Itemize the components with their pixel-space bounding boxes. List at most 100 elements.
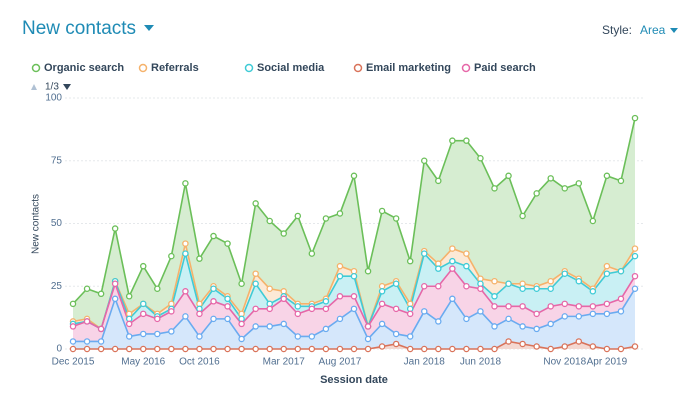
chart-title[interactable]: New contacts bbox=[22, 18, 136, 39]
data-point bbox=[491, 303, 498, 310]
data-point bbox=[139, 262, 147, 270]
data-point bbox=[266, 305, 273, 313]
data-point bbox=[182, 240, 189, 247]
data-point bbox=[97, 325, 105, 333]
data-point bbox=[561, 300, 569, 308]
data-point bbox=[154, 330, 161, 338]
data-point bbox=[589, 288, 597, 295]
data-point bbox=[336, 210, 344, 217]
data-point bbox=[154, 345, 161, 353]
data-point bbox=[97, 338, 105, 345]
data-point bbox=[322, 298, 330, 305]
data-point bbox=[406, 345, 414, 353]
data-point bbox=[617, 177, 625, 185]
data-point bbox=[252, 345, 259, 353]
data-point bbox=[603, 300, 611, 308]
data-point bbox=[125, 333, 133, 340]
data-point bbox=[83, 345, 91, 353]
y-tick-label: 75 bbox=[51, 155, 63, 166]
data-point bbox=[308, 333, 316, 340]
data-point bbox=[505, 280, 512, 287]
data-point bbox=[631, 285, 639, 293]
data-point bbox=[505, 338, 512, 345]
legend-marker bbox=[244, 63, 254, 73]
data-point bbox=[505, 172, 512, 180]
data-point bbox=[238, 280, 245, 287]
data-point bbox=[308, 250, 316, 257]
area-fill bbox=[73, 288, 635, 349]
data-point bbox=[294, 303, 302, 310]
data-point bbox=[336, 293, 344, 300]
data-point bbox=[154, 285, 161, 293]
data-point bbox=[238, 320, 245, 328]
data-point bbox=[336, 315, 344, 323]
data-point bbox=[280, 295, 287, 303]
data-point bbox=[463, 345, 470, 353]
data-point bbox=[210, 285, 217, 293]
style-value[interactable]: Area bbox=[640, 23, 666, 37]
data-point bbox=[350, 272, 358, 280]
data-point bbox=[392, 215, 400, 222]
data-point bbox=[392, 280, 400, 287]
data-point bbox=[533, 343, 540, 350]
data-point bbox=[449, 295, 456, 303]
data-point bbox=[364, 323, 372, 330]
data-point bbox=[224, 295, 231, 303]
data-point bbox=[533, 325, 540, 333]
data-point bbox=[631, 272, 639, 280]
data-point bbox=[463, 262, 470, 270]
data-point bbox=[294, 212, 302, 220]
data-point bbox=[561, 185, 569, 192]
data-point bbox=[378, 320, 386, 328]
data-point bbox=[69, 300, 77, 308]
page-up[interactable] bbox=[31, 84, 37, 90]
data-point bbox=[617, 295, 625, 303]
data-point bbox=[210, 315, 217, 323]
data-point bbox=[491, 277, 498, 285]
y-tick-label: 25 bbox=[51, 281, 63, 292]
data-point bbox=[491, 293, 498, 300]
data-point bbox=[561, 343, 569, 350]
data-point bbox=[97, 345, 105, 353]
data-point bbox=[364, 345, 372, 353]
data-point bbox=[238, 335, 245, 343]
data-point bbox=[463, 250, 470, 257]
data-point bbox=[350, 345, 358, 353]
data-point bbox=[561, 270, 569, 277]
x-tick-label: Oct 2016 bbox=[179, 357, 220, 368]
data-point bbox=[168, 252, 175, 260]
data-point bbox=[139, 330, 147, 338]
data-point bbox=[69, 345, 77, 353]
data-point bbox=[603, 262, 611, 270]
data-point bbox=[322, 305, 330, 313]
data-point bbox=[336, 262, 344, 270]
data-point bbox=[420, 345, 428, 353]
data-point bbox=[617, 345, 625, 353]
data-point bbox=[575, 313, 583, 320]
data-point bbox=[589, 303, 597, 310]
area-fill bbox=[73, 118, 635, 329]
legend-label: Social media bbox=[257, 62, 325, 74]
data-point bbox=[294, 345, 302, 353]
x-tick-label: Jun 2018 bbox=[460, 357, 502, 368]
data-point bbox=[449, 345, 456, 353]
data-point bbox=[435, 265, 442, 272]
style-caret[interactable] bbox=[670, 28, 678, 33]
data-point bbox=[392, 330, 400, 338]
data-point bbox=[224, 345, 231, 353]
data-point bbox=[280, 230, 287, 237]
legend-label: Referrals bbox=[151, 62, 199, 74]
page-down[interactable] bbox=[63, 84, 71, 90]
data-point bbox=[294, 333, 302, 340]
y-tick-label: 0 bbox=[56, 344, 62, 355]
style-label: Style: bbox=[602, 23, 632, 37]
data-point bbox=[111, 345, 119, 353]
data-point bbox=[533, 310, 540, 318]
y-tick-label: 50 bbox=[51, 218, 63, 229]
legend-marker bbox=[353, 63, 363, 73]
data-point bbox=[631, 252, 639, 260]
data-point bbox=[420, 282, 428, 290]
title-caret[interactable] bbox=[144, 25, 154, 31]
data-point bbox=[252, 305, 259, 313]
data-point bbox=[280, 345, 287, 353]
